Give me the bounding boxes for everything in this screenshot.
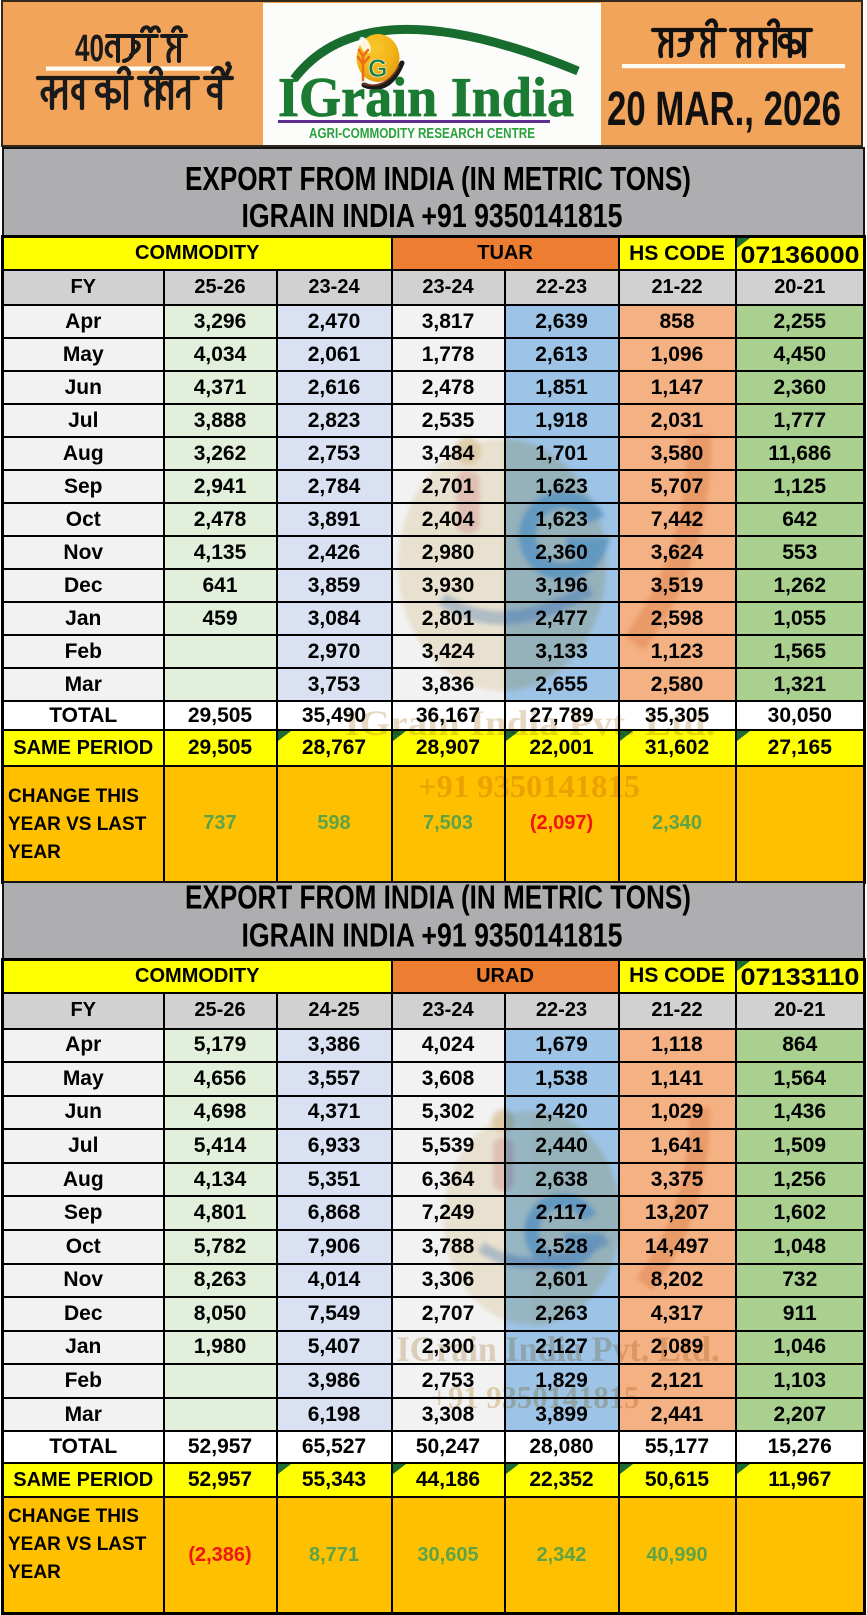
svg-text:07133110: 07133110 xyxy=(740,964,859,990)
svg-text:IGRAIN INDIA +91 9350141815: IGRAIN INDIA +91 9350141815 xyxy=(242,197,623,234)
svg-text:07136000: 07136000 xyxy=(740,242,859,268)
svg-text:AGRI-COMMODITY RESEARCH CENTRE: AGRI-COMMODITY RESEARCH CENTRE xyxy=(309,126,535,142)
svg-text:IGrain India: IGrain India xyxy=(278,67,574,129)
svg-text:G: G xyxy=(368,55,387,83)
svg-text:EXPORT FROM INDIA (IN METRIC T: EXPORT FROM INDIA (IN METRIC TONS) xyxy=(185,881,691,916)
svg-text:40: 40 xyxy=(75,28,104,70)
svg-text:IGRAIN INDIA +91 9350141815: IGRAIN INDIA +91 9350141815 xyxy=(242,916,623,953)
svg-text:20 MAR., 2026: 20 MAR., 2026 xyxy=(607,83,841,136)
svg-text:EXPORT FROM INDIA (IN METRIC T: EXPORT FROM INDIA (IN METRIC TONS) xyxy=(185,160,691,197)
